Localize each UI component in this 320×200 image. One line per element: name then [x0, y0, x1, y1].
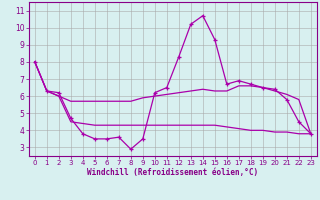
X-axis label: Windchill (Refroidissement éolien,°C): Windchill (Refroidissement éolien,°C): [87, 168, 258, 177]
